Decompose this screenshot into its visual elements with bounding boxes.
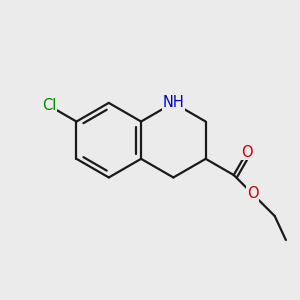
Text: NH: NH: [163, 95, 184, 110]
Text: O: O: [247, 186, 258, 201]
Text: O: O: [241, 145, 253, 160]
Text: Cl: Cl: [42, 98, 56, 113]
